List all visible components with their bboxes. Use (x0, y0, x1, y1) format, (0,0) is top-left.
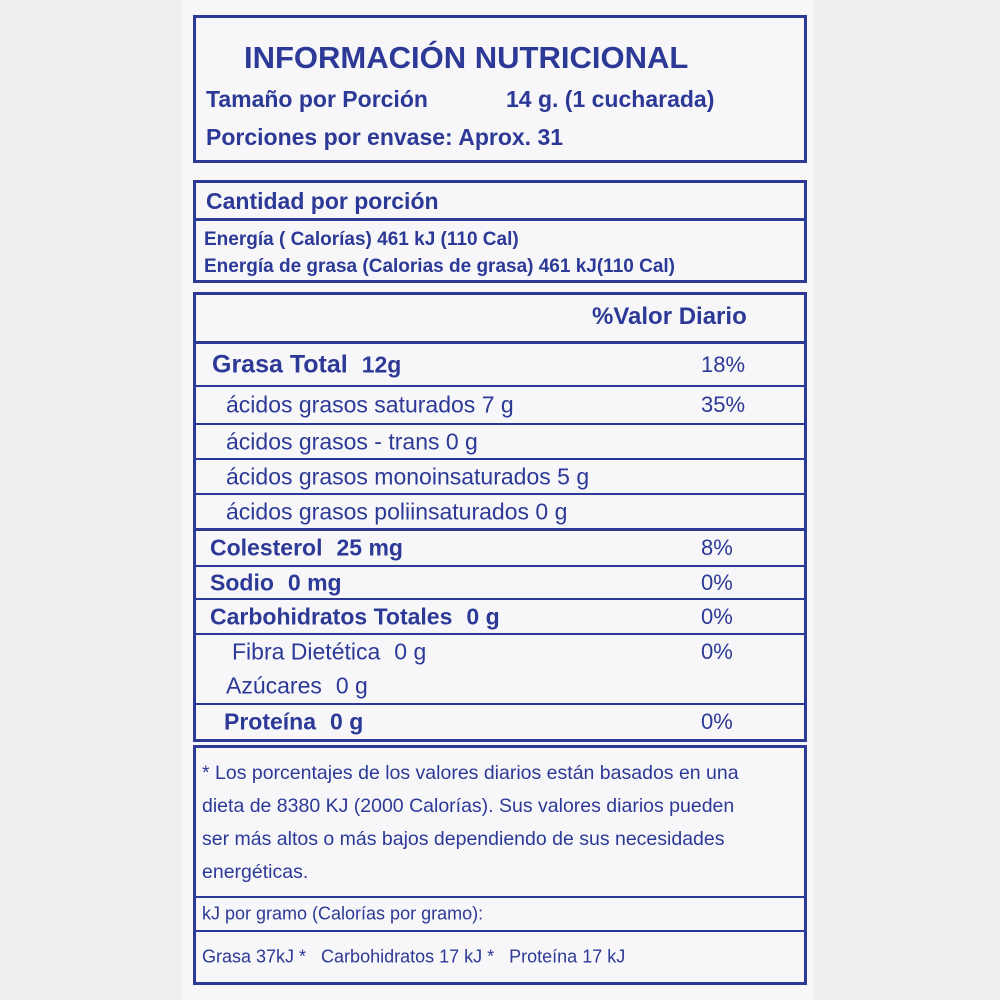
daily-value-heading: %Valor Diario (592, 303, 747, 330)
nutrient-row: Proteína 0 g 0% (196, 703, 804, 739)
nutrient-amount: 0 g (330, 708, 364, 735)
nutrient-name: Colesterol (210, 534, 323, 561)
nutrient-row: Grasa Total 12g 18% (196, 341, 804, 385)
conversion-heading-row: kJ por gramo (Calorías por gramo): (196, 896, 804, 930)
nutrient-amount: 0 g (335, 672, 368, 698)
daily-value: 8% (701, 535, 733, 560)
daily-value: 35% (701, 392, 746, 417)
nutrient-amount: 12g (361, 351, 402, 377)
energy-row: Energía ( Calorías) 461 kJ (110 Cal) Ene… (196, 218, 804, 284)
title: INFORMACIÓN NUTRICIONAL (244, 40, 689, 75)
daily-value: 0% (701, 569, 733, 595)
header-box: INFORMACIÓN NUTRICIONAL Tamaño por Porci… (193, 15, 807, 163)
nutrient-row: ácidos grasos poliinsaturados 0 g (196, 493, 804, 528)
footnote-line: dieta de 8380 KJ (2000 Calorías). Sus va… (202, 795, 735, 817)
footnote-line: * Los porcentajes de los valores diarios… (202, 762, 739, 784)
nutrient-amount: 0 g (535, 498, 568, 524)
nutrient-name: Sodio (210, 569, 274, 595)
servings: Porciones por envase: Aprox. 31 (206, 124, 564, 150)
nutrient-name: ácidos grasos poliinsaturados (226, 498, 530, 524)
nutrient-name: Proteína (224, 708, 317, 735)
nutrient-amount: 7 g (481, 391, 514, 418)
energy-heading: Cantidad por porción (206, 188, 439, 214)
nutrient-name: Grasa Total (212, 350, 348, 378)
daily-value: 0% (701, 603, 733, 629)
nutrient-amount: 0 mg (287, 569, 342, 595)
nutrient-row: Colesterol 25 mg 8% (196, 528, 804, 565)
nutrient-row: ácidos grasos - trans 0 g (196, 423, 804, 458)
nutrients-box: %Valor Diario Grasa Total 12g 18% ácidos g… (193, 292, 807, 742)
daily-value: 18% (701, 351, 746, 377)
nutrient-amount: 5 g (557, 463, 590, 489)
nutrient-amount: 25 mg (336, 534, 403, 561)
nutrient-row: ácidos grasos monoinsaturados 5 g (196, 458, 804, 493)
footnote-line: energéticas. (202, 861, 309, 883)
conversion: Grasa 37kJ * Carbohidratos 17 kJ * Prote… (202, 946, 626, 967)
nutrient-amount: 0 g (394, 638, 427, 664)
conversion-heading: kJ por gramo (Calorías por gramo): (202, 903, 484, 924)
nutrient-row: Carbohidratos Totales 0 g 0% (196, 598, 804, 633)
energy-line: Energía ( Calorías) 461 kJ (110 Cal) (204, 229, 519, 250)
serving-size: 14 g. (1 cucharada) (506, 86, 715, 112)
nutrient-name: Fibra Dietética (232, 638, 381, 664)
daily-value: 0% (701, 638, 733, 664)
serving-label: Tamaño por Porción (206, 86, 428, 112)
footnote-line: ser más altos o más bajos dependiendo de… (202, 828, 725, 850)
nutrient-row: Sodio 0 mg 0% (196, 565, 804, 598)
nutrient-amount: 0 g (466, 603, 500, 629)
energy-box: Cantidad por porción Energía ( Calorías)… (193, 180, 807, 283)
nutrient-name: Carbohidratos Totales (210, 603, 453, 629)
energy-line: Energía de grasa (Calorias de grasa) 461… (204, 256, 676, 277)
daily-value: 0% (701, 709, 733, 734)
nutrient-row: Fibra Dietética 0 g 0% (196, 633, 804, 668)
nutrient-name: ácidos grasos monoinsaturados (226, 463, 551, 489)
label-background (182, 0, 814, 1000)
nutrient-row: Azúcares 0 g (196, 668, 804, 703)
nutrient-row: ácidos grasos saturados 7 g 35% (196, 385, 804, 423)
nutrient-amount: 0 g (445, 428, 478, 454)
nutrient-name: ácidos grasos saturados (226, 391, 476, 418)
footnote-box: * Los porcentajes de los valores diarios… (193, 745, 807, 985)
nutrient-name: Azúcares (226, 672, 322, 698)
nutrient-name: ácidos grasos - trans (226, 428, 440, 454)
conversion-row: Grasa 37kJ * Carbohidratos 17 kJ * Prote… (196, 930, 804, 982)
